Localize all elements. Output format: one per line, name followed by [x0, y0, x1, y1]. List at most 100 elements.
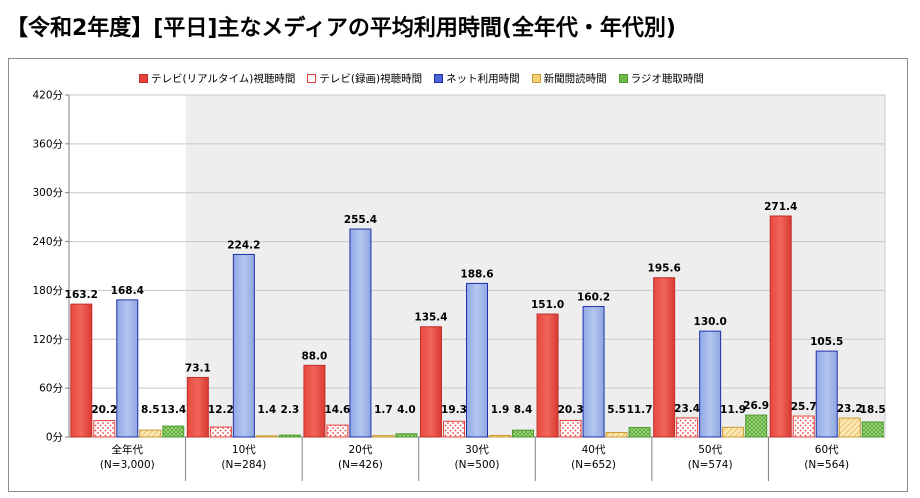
data-label: 12.2: [208, 404, 234, 416]
y-tick-label: 300分: [32, 187, 63, 199]
bar-1-2: [326, 424, 349, 438]
bar-4-1: [278, 434, 301, 438]
legend-swatch-2: [434, 74, 444, 83]
chart-title: 【令和2年度】[平日]主なメディアの平均利用時間(全年代・年代別): [6, 16, 676, 41]
y-tick-label: 180分: [32, 285, 63, 297]
data-label: 4.0: [397, 404, 416, 416]
data-label: 1.4: [258, 404, 277, 416]
bar-3-1: [255, 435, 278, 438]
bar-1-0: [93, 420, 116, 438]
bar-3-0: [139, 429, 162, 438]
data-label: 20.3: [558, 404, 584, 416]
category-label: 全年代: [112, 443, 144, 456]
legend-item-1: テレビ(録画)視聴時間: [307, 71, 422, 86]
legend-item-2: ネット利用時間: [434, 71, 520, 86]
bar-2-3: [466, 282, 488, 438]
legend-item-3: 新聞閲読時間: [531, 71, 607, 86]
bar-2-1: [232, 253, 255, 438]
category-label: 20代: [348, 444, 372, 456]
data-label: 151.0: [531, 299, 564, 311]
bar-1-4: [559, 419, 582, 438]
y-tick-label: 360分: [32, 138, 63, 150]
category-n-label: (N=284): [221, 459, 266, 471]
category-n-label: (N=426): [338, 459, 383, 471]
bar-1-3: [443, 420, 465, 438]
legend-swatch-1: [307, 74, 317, 83]
bar-2-4: [582, 306, 605, 438]
legend-swatch-0: [139, 74, 148, 83]
data-label: 271.4: [764, 201, 797, 213]
bar-1-6: [792, 415, 815, 438]
category-n-label: (N=652): [571, 459, 616, 471]
bar-4-2: [395, 433, 418, 438]
data-label: 8.4: [514, 404, 533, 416]
bar-0-3: [420, 326, 442, 438]
legend: テレビ(リアルタイム)視聴時間 テレビ(録画)視聴時間 ネット利用時間 新聞閲読時間 ラ…: [139, 71, 704, 86]
data-label: 195.6: [648, 263, 681, 275]
category-label: 40代: [582, 444, 606, 456]
data-label: 23.4: [674, 403, 700, 415]
bar-4-3: [512, 429, 534, 438]
data-label: 8.5: [141, 404, 160, 416]
data-label: 11.9: [720, 404, 746, 416]
category-label: 60代: [815, 444, 839, 456]
bar-3-6: [838, 417, 861, 438]
data-label: 130.0: [694, 316, 727, 328]
bar-2-0: [116, 299, 139, 438]
data-label: 23.2: [837, 403, 863, 415]
legend-label-1: テレビ(録画)視聴時間: [319, 73, 423, 85]
legend-label-3: 新聞閲読時間: [543, 73, 607, 85]
data-label: 19.3: [441, 404, 467, 416]
category-label: 30代: [465, 444, 489, 456]
data-label: 135.4: [414, 312, 447, 324]
age-group-background: [185, 95, 886, 437]
data-label: 18.5: [860, 404, 886, 416]
bar-0-4: [536, 313, 559, 438]
legend-item-4: ラジオ聴取時間: [618, 71, 704, 86]
legend-label-2: ネット利用時間: [446, 73, 520, 85]
category-label: 50代: [698, 444, 722, 456]
bar-4-0: [162, 425, 185, 438]
bar-4-4: [628, 426, 651, 438]
data-label: 160.2: [577, 292, 610, 304]
chart-frame: テレビ(リアルタイム)視聴時間 テレビ(録画)視聴時間 ネット利用時間 新聞閲読時間 ラ…: [8, 58, 908, 492]
legend-label-0: テレビ(リアルタイム)視聴時間: [151, 73, 296, 85]
bar-0-5: [653, 277, 676, 438]
data-label: 5.5: [607, 404, 626, 416]
category-n-label: (N=564): [804, 459, 849, 471]
data-label: 2.3: [281, 404, 300, 416]
y-tick-label: 0分: [46, 432, 64, 444]
legend-item-0: テレビ(リアルタイム)視聴時間: [139, 71, 295, 86]
data-label: 13.4: [160, 404, 186, 416]
data-label: 14.6: [324, 404, 350, 416]
data-label: 168.4: [111, 285, 144, 297]
bar-1-5: [676, 417, 699, 438]
bar-0-0: [70, 303, 93, 438]
bar-4-6: [861, 421, 884, 438]
bar-3-5: [722, 426, 745, 438]
bar-0-2: [303, 364, 326, 438]
category-n-label: (N=574): [688, 459, 733, 471]
bar-3-4: [605, 432, 628, 438]
data-label: 105.5: [810, 336, 843, 348]
category-n-label: (N=500): [455, 459, 500, 471]
legend-swatch-4: [618, 74, 628, 83]
legend-label-4: ラジオ聴取時間: [630, 73, 704, 85]
data-label: 88.0: [301, 350, 327, 362]
legend-swatch-3: [531, 74, 541, 83]
data-label: 188.6: [460, 268, 493, 280]
y-tick-label: 420分: [32, 90, 63, 102]
y-tick-label: 120分: [32, 334, 63, 346]
data-label: 224.2: [227, 239, 260, 251]
data-label: 1.7: [374, 404, 393, 416]
y-tick-label: 240分: [32, 236, 63, 248]
bar-2-6: [815, 350, 838, 438]
data-label: 20.2: [91, 404, 117, 416]
data-label: 11.7: [627, 404, 653, 416]
bar-0-1: [186, 376, 209, 438]
data-label: 163.2: [65, 289, 98, 301]
bar-2-2: [349, 228, 372, 438]
data-label: 1.9: [491, 404, 510, 416]
y-tick-label: 60分: [39, 383, 63, 395]
bar-0-6: [769, 215, 792, 438]
